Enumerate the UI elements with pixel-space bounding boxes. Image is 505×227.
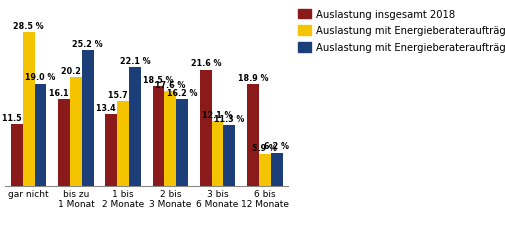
- Text: 13.4 %: 13.4 %: [96, 103, 126, 112]
- Legend: Auslastung insgesamt 2018, Auslastung mit Energieberateraufträgen 2018, Auslastu: Auslastung insgesamt 2018, Auslastung mi…: [298, 10, 505, 53]
- Text: 5.9 %: 5.9 %: [252, 143, 277, 152]
- Bar: [117, 102, 129, 186]
- Text: 12.1 %: 12.1 %: [202, 110, 232, 119]
- Text: 25.2 %: 25.2 %: [72, 40, 103, 49]
- Bar: [199, 70, 211, 186]
- Text: 16.1 %: 16.1 %: [49, 89, 79, 98]
- Bar: [129, 68, 140, 186]
- Text: 19.0 %: 19.0 %: [25, 73, 56, 82]
- Text: 20.2 %: 20.2 %: [61, 67, 91, 76]
- Text: 6.2 %: 6.2 %: [264, 142, 288, 151]
- Bar: [211, 121, 223, 186]
- Text: 11.5 %: 11.5 %: [2, 113, 32, 122]
- Text: 18.9 %: 18.9 %: [237, 74, 268, 83]
- Bar: [246, 85, 259, 186]
- Bar: [223, 126, 235, 186]
- Bar: [11, 124, 23, 186]
- Bar: [23, 33, 34, 186]
- Bar: [34, 84, 46, 186]
- Bar: [82, 51, 93, 186]
- Text: 22.1 %: 22.1 %: [119, 57, 150, 65]
- Bar: [176, 99, 188, 186]
- Text: 17.6 %: 17.6 %: [155, 81, 185, 90]
- Text: 16.2 %: 16.2 %: [167, 88, 197, 97]
- Bar: [70, 78, 82, 186]
- Text: 21.6 %: 21.6 %: [190, 59, 221, 68]
- Text: 15.7 %: 15.7 %: [108, 91, 138, 100]
- Bar: [58, 100, 70, 186]
- Bar: [164, 92, 176, 186]
- Bar: [153, 87, 164, 186]
- Text: 11.3 %: 11.3 %: [214, 114, 244, 123]
- Text: 28.5 %: 28.5 %: [13, 22, 44, 31]
- Bar: [270, 153, 282, 186]
- Text: 18.5 %: 18.5 %: [143, 76, 173, 85]
- Bar: [259, 155, 270, 186]
- Bar: [105, 114, 117, 186]
